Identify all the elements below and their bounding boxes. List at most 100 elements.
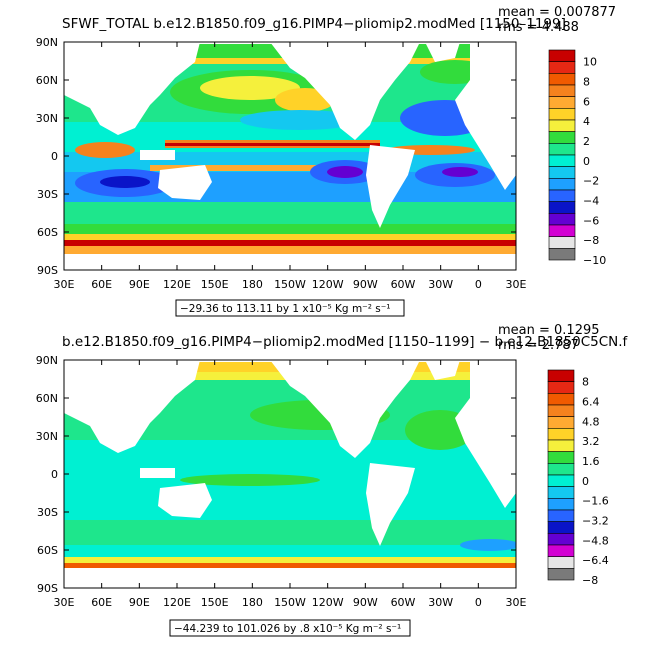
- panel-1-title: SFWF_TOTAL b.e12.B1850.f09_g16.PIMP4−pli…: [62, 16, 566, 32]
- x-tick-label: 0: [475, 596, 482, 609]
- colorbar-swatch: [547, 486, 575, 499]
- colorbar-swatch: [547, 544, 575, 557]
- y-tick-label: 60N: [36, 392, 58, 405]
- x-tick-label: 30E: [54, 596, 75, 609]
- colorbar-label: 10: [583, 56, 597, 69]
- colorbar-swatch: [547, 474, 575, 487]
- colorbar-swatch: [547, 428, 575, 441]
- y-tick-label: 60N: [36, 74, 58, 87]
- y-tick-label: 30N: [36, 430, 58, 443]
- y-tick-label: 0: [51, 150, 58, 163]
- colorbar-swatch: [548, 108, 576, 121]
- x-tick-label: 120W: [312, 596, 344, 609]
- colorbar-swatch: [548, 166, 576, 179]
- colorbar-swatch: [547, 556, 575, 569]
- x-tick-label: 90E: [129, 596, 150, 609]
- x-tick-label: 180: [242, 278, 263, 291]
- colorbar-swatch: [548, 224, 576, 237]
- y-tick-label: 90S: [37, 582, 58, 595]
- panel-1: SFWF_TOTAL b.e12.B1850.f09_g16.PIMP4−pli…: [36, 5, 616, 317]
- x-tick-label: 120E: [163, 278, 191, 291]
- panel-2-rms: rms = 2.787: [498, 338, 579, 353]
- colorbar-label: −10: [583, 254, 606, 267]
- panel-2-map: [64, 360, 516, 588]
- panel-2-ticks: 30E 60E 90E 120E 150E 180 150W 120W 90W 60W 30W 0 30…: [36, 354, 527, 609]
- y-tick-label: 90S: [37, 264, 58, 277]
- colorbar-label: 1.6: [582, 455, 600, 468]
- x-tick-label: 0: [475, 278, 482, 291]
- colorbar-swatch: [548, 131, 576, 144]
- panel-1-land: [64, 42, 516, 270]
- colorbar-label: 2: [583, 135, 590, 148]
- y-tick-label: 90N: [36, 36, 58, 49]
- panel-1-colorbar: 10 8 6 4 2 0 −2 −4 −6 −8 −10: [548, 49, 606, 267]
- x-tick-label: 120W: [312, 278, 344, 291]
- panel-2-caption-text: −44.239 to 101.026 by .8 x10⁻⁵ Kg m⁻² s⁻…: [174, 623, 401, 635]
- colorbar-swatch: [547, 439, 575, 452]
- colorbar-swatch: [548, 178, 576, 191]
- colorbar-swatch: [548, 201, 576, 214]
- colorbar-swatch: [548, 248, 576, 261]
- colorbar-swatch: [547, 498, 575, 511]
- colorbar-label: −2: [583, 175, 599, 188]
- colorbar-swatch: [547, 509, 575, 522]
- x-tick-label: 90W: [353, 596, 378, 609]
- x-tick-label: 30E: [506, 278, 527, 291]
- colorbar-label: 6.4: [582, 396, 600, 409]
- colorbar-swatch: [548, 84, 576, 97]
- colorbar-swatch: [548, 154, 576, 167]
- y-tick-label: 0: [51, 468, 58, 481]
- panel-2-caption: −44.239 to 101.026 by .8 x10⁻⁵ Kg m⁻² s⁻…: [169, 619, 411, 637]
- y-tick-label: 30S: [37, 506, 58, 519]
- colorbar-label: 8: [583, 76, 590, 89]
- colorbar-swatch: [548, 143, 576, 156]
- colorbar-label: −4.8: [582, 534, 609, 547]
- panel-2-mean: mean = 0.1295: [498, 323, 600, 338]
- colorbar-swatch: [547, 568, 575, 581]
- colorbar-swatch: [548, 96, 576, 109]
- colorbar-swatch: [547, 463, 575, 476]
- colorbar-swatch: [547, 381, 575, 394]
- colorbar-label: −4: [583, 195, 599, 208]
- colorbar-swatch: [548, 119, 576, 132]
- x-tick-label: 150W: [274, 596, 306, 609]
- x-tick-label: 90W: [353, 278, 378, 291]
- panel-1-caption: −29.36 to 113.11 by 1 x10⁻⁵ Kg m⁻² s⁻¹: [175, 299, 405, 317]
- colorbar-swatch: [547, 393, 575, 406]
- y-tick-label: 60S: [37, 544, 58, 557]
- colorbar-label: −6: [583, 214, 599, 227]
- panel-1-map: [64, 42, 516, 270]
- colorbar-swatch: [547, 521, 575, 534]
- colorbar-swatch: [548, 213, 576, 226]
- colorbar-swatch: [547, 404, 575, 417]
- x-tick-label: 30E: [54, 278, 75, 291]
- y-tick-label: 90N: [36, 354, 58, 367]
- x-tick-label: 30E: [506, 596, 527, 609]
- colorbar-swatch: [547, 416, 575, 429]
- colorbar-label: 0: [582, 475, 589, 488]
- x-tick-label: 90E: [129, 278, 150, 291]
- panel-1-rms: rms = 4.488: [498, 20, 579, 35]
- x-tick-label: 150E: [201, 278, 229, 291]
- colorbar-label: 4: [583, 115, 590, 128]
- x-tick-label: 180: [242, 596, 263, 609]
- colorbar-swatch: [548, 49, 576, 62]
- colorbar-label: 4.8: [582, 415, 600, 428]
- x-tick-label: 150E: [201, 596, 229, 609]
- y-tick-label: 60S: [37, 226, 58, 239]
- y-tick-label: 30N: [36, 112, 58, 125]
- colorbar-label: −6.4: [582, 554, 609, 567]
- colorbar-label: −1.6: [582, 495, 609, 508]
- y-tick-label: 30S: [37, 188, 58, 201]
- colorbar-swatch: [548, 61, 576, 74]
- colorbar-swatch: [548, 73, 576, 86]
- colorbar-swatch: [548, 236, 576, 249]
- x-tick-label: 60E: [91, 596, 112, 609]
- x-tick-label: 60W: [391, 596, 416, 609]
- x-tick-label: 30W: [428, 278, 453, 291]
- colorbar-swatch: [547, 369, 575, 382]
- colorbar-label: 6: [583, 95, 590, 108]
- colorbar-swatch: [548, 189, 576, 202]
- colorbar-swatch: [547, 451, 575, 464]
